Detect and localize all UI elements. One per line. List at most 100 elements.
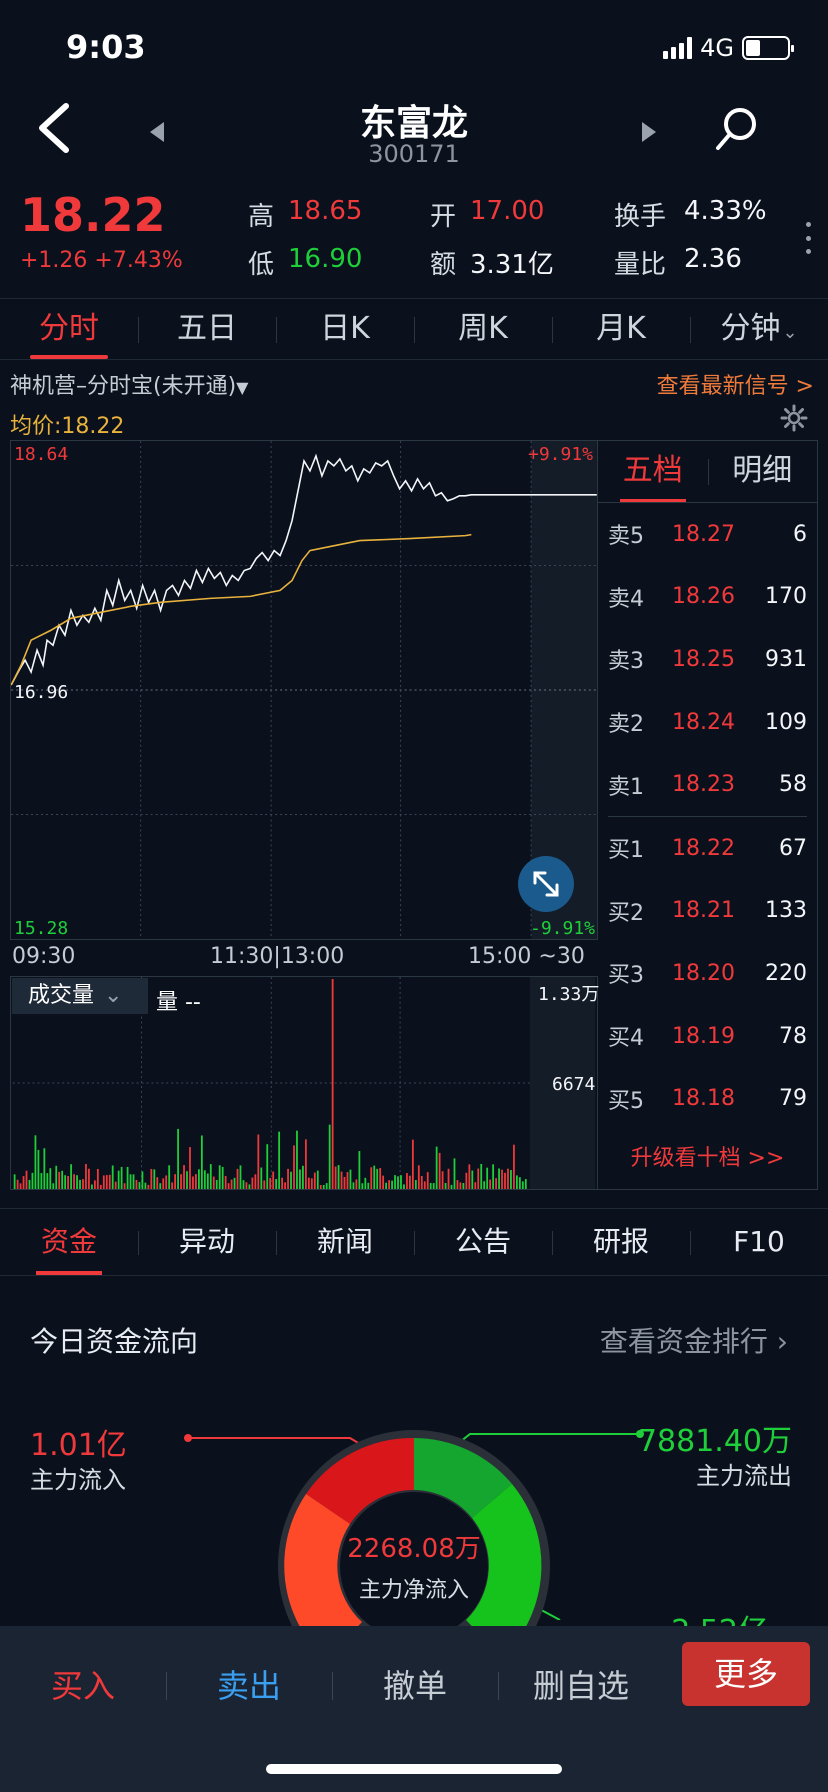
volume-bar: [441, 1171, 444, 1189]
volume-bar: [400, 1175, 402, 1189]
tab-intraday[interactable]: 分时: [0, 299, 138, 359]
volume-bar: [192, 1176, 194, 1189]
tab-funds[interactable]: 资金: [0, 1209, 138, 1275]
expand-chart-button[interactable]: [518, 856, 574, 912]
bid-row: 买3 18.20 220: [598, 942, 817, 1005]
volume-bar: [82, 1179, 84, 1189]
tab-research[interactable]: 研报: [552, 1209, 690, 1275]
tab-minute[interactable]: 分钟 ⌄: [690, 299, 828, 359]
volume-bar: [198, 1169, 200, 1189]
bid-price: 18.20: [672, 960, 735, 986]
volume-bar: [70, 1164, 72, 1189]
volume-bar: [513, 1144, 515, 1189]
volume-bar: [218, 1165, 221, 1189]
sell-button[interactable]: 卖出: [216, 1667, 281, 1705]
volume-bar: [236, 1168, 239, 1189]
ask-label: 卖1: [608, 774, 644, 800]
volume-bar: [394, 1175, 396, 1189]
more-options-icon[interactable]: [804, 222, 812, 254]
search-icon[interactable]: [712, 104, 762, 154]
volume-bar: [269, 1178, 272, 1189]
volume-bar: [340, 1171, 343, 1189]
period-tabs: 分时 五日 日K 周K 月K 分钟 ⌄: [0, 298, 828, 360]
order-book-tabs: 五档 明细: [598, 441, 817, 503]
tab-weekly-k[interactable]: 周K: [414, 299, 552, 359]
volume-chart[interactable]: [10, 976, 598, 1190]
volume-bar: [414, 1180, 417, 1189]
net-inflow-label: 主力净流入: [358, 1578, 469, 1603]
intraday-chart[interactable]: [10, 440, 598, 940]
ask-volume: 6: [793, 521, 807, 547]
volume-bar: [373, 1165, 376, 1189]
volume-bar: [385, 1182, 388, 1189]
upgrade-ten-levels-link[interactable]: 升级看十档 >>: [630, 1145, 785, 1171]
previous-stock-icon[interactable]: [150, 122, 164, 142]
net-inflow-value: 2268.08万: [347, 1534, 481, 1564]
volume-bar: [200, 1135, 203, 1189]
volume-bar: [299, 1169, 301, 1189]
strategy-selector[interactable]: 神机营–分时宝(未开通)▼: [10, 368, 248, 400]
time-label-close: 15:00 ~30: [468, 944, 585, 969]
volume-bar: [28, 1179, 31, 1189]
ask-label: 卖5: [608, 524, 644, 550]
gear-icon[interactable]: [780, 404, 808, 432]
tab-trade-details[interactable]: 明细: [707, 441, 818, 502]
volume-bar: [352, 1182, 355, 1189]
volume-bar: [304, 1139, 307, 1189]
tab-five-levels[interactable]: 五档: [598, 441, 708, 502]
volume-bar: [278, 1131, 281, 1189]
volume-bar: [88, 1168, 90, 1189]
tab-five-day[interactable]: 五日: [138, 299, 276, 359]
volume-bar: [462, 1183, 465, 1189]
bid-list: 买1 18.22 67 买2 18.21 133 买3 18.20 220 买4 18.19 7…: [598, 817, 817, 1130]
tab-movements[interactable]: 异动: [138, 1209, 276, 1275]
buy-button[interactable]: 买入: [50, 1667, 115, 1705]
volume-bar: [322, 1184, 325, 1189]
ask-label: 卖4: [608, 586, 644, 612]
tab-monthly-k[interactable]: 月K: [552, 299, 690, 359]
ask-row: 卖4 18.26 170: [598, 566, 817, 629]
volume-bar: [507, 1168, 509, 1189]
volume-bar: [293, 1145, 295, 1189]
volume-bar: [79, 1179, 81, 1189]
volume-bar: [477, 1168, 480, 1189]
bid-label: 买4: [608, 1026, 644, 1052]
ask-list: 卖5 18.27 6 卖4 18.26 170 卖3 18.25 931 卖2 18.24 10…: [598, 503, 817, 816]
volume-bar: [25, 1170, 28, 1189]
remove-watchlist-button[interactable]: 删自选: [532, 1667, 629, 1705]
latest-signal-link[interactable]: 查看最新信号 >: [656, 374, 814, 399]
home-indicator[interactable]: [266, 1764, 562, 1774]
volume-bar: [325, 1183, 328, 1189]
volume-bar: [221, 1166, 224, 1189]
more-button[interactable]: 更多: [682, 1642, 810, 1706]
tab-announcements[interactable]: 公告: [414, 1209, 552, 1275]
volume-bar: [13, 1174, 16, 1189]
volume-bar: [447, 1168, 450, 1189]
volume-bar: [420, 1176, 423, 1189]
tab-news[interactable]: 新闻: [276, 1209, 414, 1275]
volume-bar: [34, 1135, 37, 1189]
volume-bar: [498, 1168, 500, 1189]
volume-indicator-dropdown[interactable]: 成交量 ⌄: [12, 978, 148, 1014]
bar-separator: [166, 1672, 167, 1700]
volume-bar: [254, 1174, 257, 1189]
amount-value: 3.31亿: [470, 250, 554, 280]
next-stock-icon[interactable]: [642, 122, 656, 142]
high-value: 18.65: [288, 196, 363, 226]
info-tabs: 资金 异动 新闻 公告 研报 F10: [0, 1208, 828, 1276]
volume-bar: [162, 1178, 165, 1189]
cancel-order-button[interactable]: 撤单: [382, 1667, 447, 1705]
fund-ranking-link[interactable]: 查看资金排行 ›: [600, 1320, 788, 1360]
donut-slice-out-large: [414, 1438, 512, 1518]
volume-bar: [296, 1130, 298, 1189]
tab-daily-k[interactable]: 日K: [276, 299, 414, 359]
volume-bar: [495, 1178, 497, 1189]
volume-bar: [453, 1158, 456, 1189]
tab-f10[interactable]: F10: [690, 1209, 828, 1275]
volume-bar: [409, 1175, 411, 1189]
volume-bar: [316, 1170, 319, 1189]
bid-volume: 78: [779, 1023, 807, 1049]
volume-bar: [290, 1171, 292, 1189]
volume-bar: [376, 1168, 379, 1189]
back-icon[interactable]: [30, 100, 80, 156]
